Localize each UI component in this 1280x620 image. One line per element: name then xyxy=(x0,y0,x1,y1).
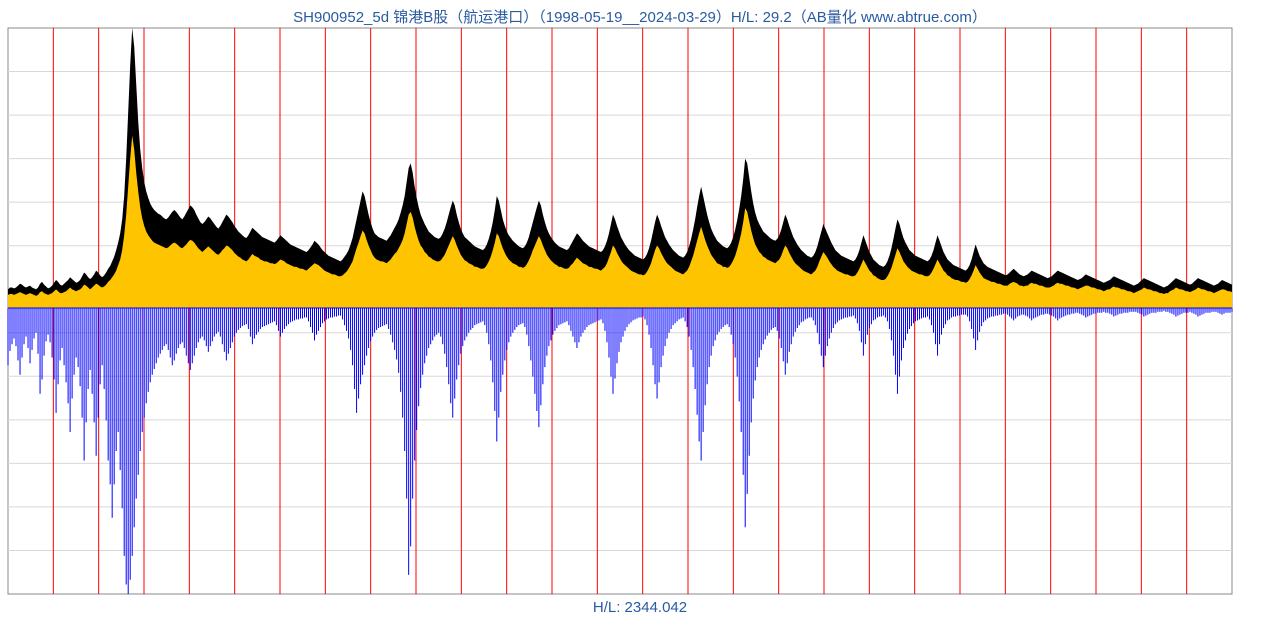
chart-title-bottom: H/L: 2344.042 xyxy=(0,599,1280,616)
stock-chart: SH900952_5d 锦港B股（航运港口）（1998-05-19__2024-… xyxy=(0,0,1280,620)
chart-title-top: SH900952_5d 锦港B股（航运港口）（1998-05-19__2024-… xyxy=(0,6,1280,27)
chart-svg xyxy=(0,0,1280,620)
